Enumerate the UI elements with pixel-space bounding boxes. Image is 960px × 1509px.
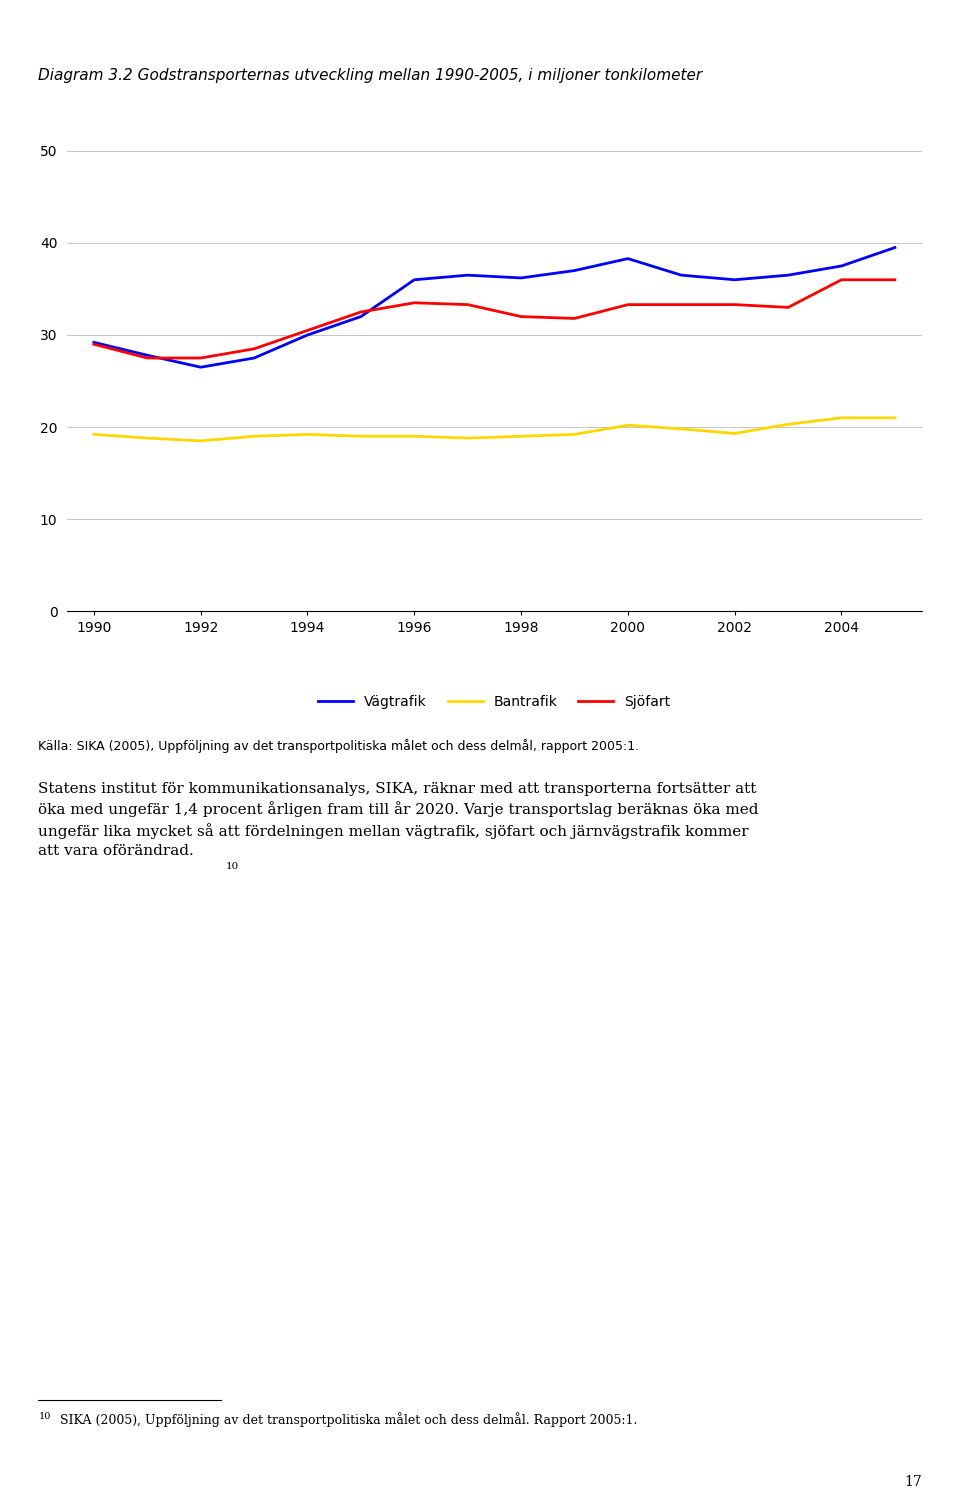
Text: Diagram 3.2 Godstransporternas utveckling mellan 1990-2005, i miljoner tonkilome: Diagram 3.2 Godstransporternas utvecklin… xyxy=(38,68,703,83)
Text: 10: 10 xyxy=(38,1412,51,1421)
Text: Källa: SIKA (2005), Uppföljning av det transportpolitiska målet och dess delmål,: Källa: SIKA (2005), Uppföljning av det t… xyxy=(38,739,639,753)
Legend: Vägtrafik, Bantrafik, Sjöfart: Vägtrafik, Bantrafik, Sjöfart xyxy=(313,690,676,715)
Text: 17: 17 xyxy=(904,1476,922,1489)
Text: Statens institut för kommunikationsanalys, SIKA, räknar med att transporterna fo: Statens institut för kommunikationsanaly… xyxy=(38,782,759,859)
Text: 10: 10 xyxy=(226,862,239,871)
Text: SIKA (2005), Uppföljning av det transportpolitiska målet och dess delmål. Rappor: SIKA (2005), Uppföljning av det transpor… xyxy=(56,1412,637,1428)
